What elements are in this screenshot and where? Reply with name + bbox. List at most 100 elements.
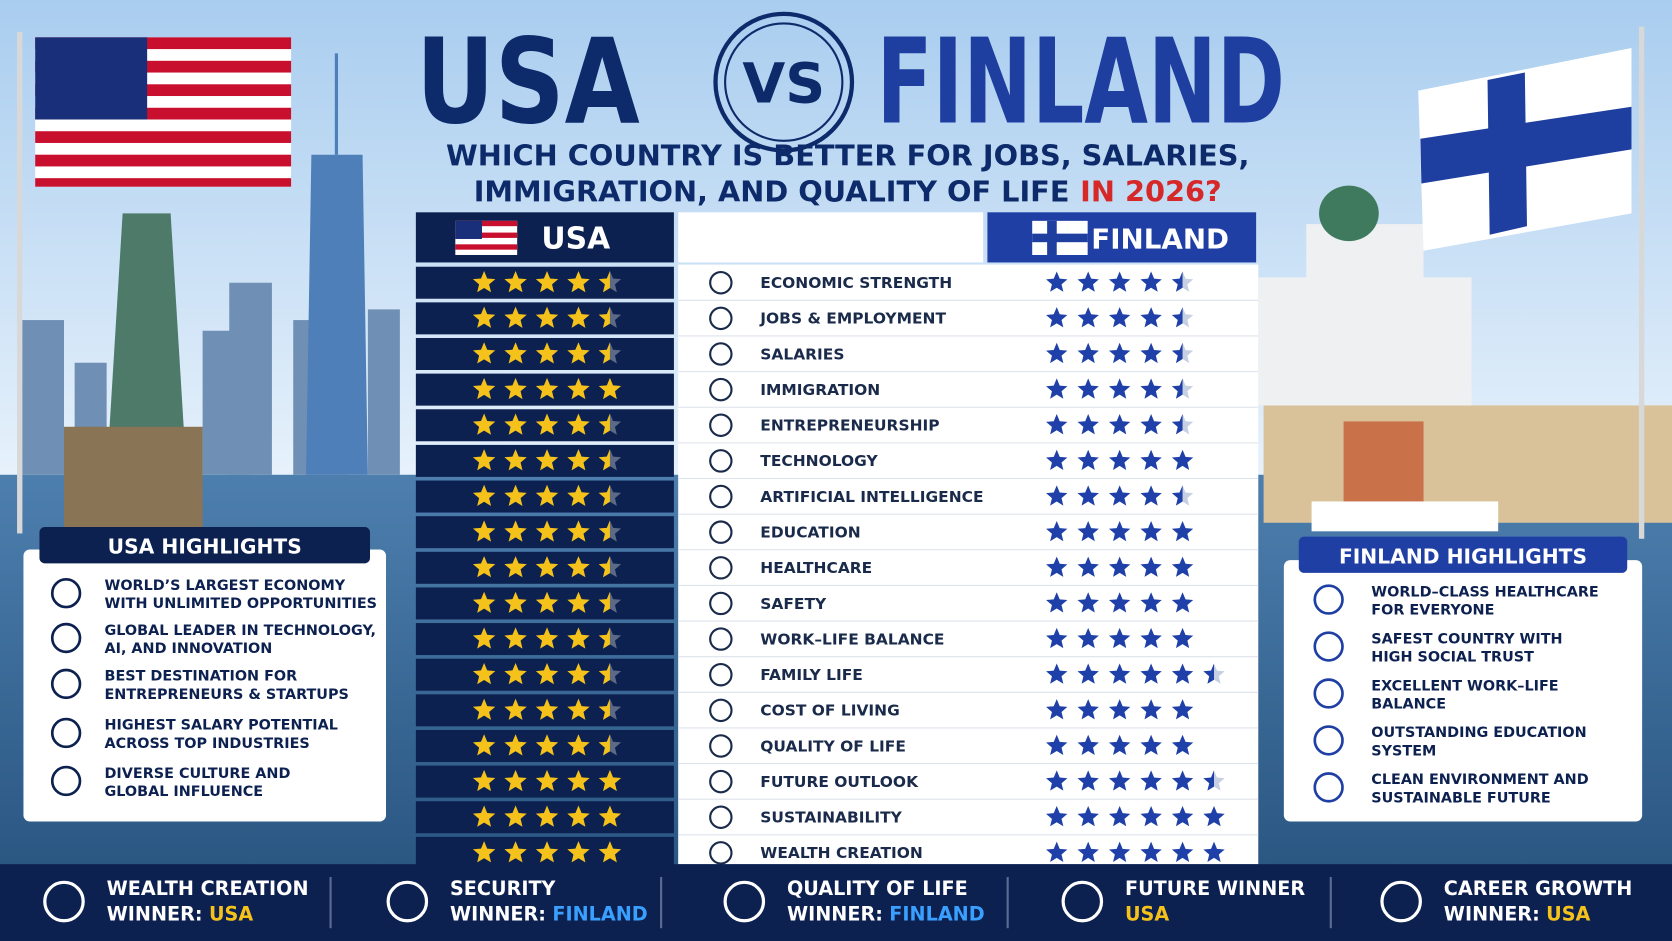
winner-name: USA — [1125, 903, 1169, 926]
star — [504, 413, 527, 435]
star-rating — [472, 520, 622, 542]
star — [1046, 556, 1068, 577]
winner-label: QUALITY OF LIFE — [787, 877, 968, 900]
panel-title: FINLAND HIGHLIGHTS — [1339, 544, 1587, 568]
highlight-text: SUSTAINABLE FUTURE — [1371, 790, 1550, 806]
star — [567, 377, 590, 400]
star — [1077, 592, 1099, 613]
star-rating — [1046, 592, 1194, 613]
star — [1108, 520, 1131, 542]
star — [472, 591, 496, 613]
star — [1108, 592, 1131, 613]
star — [472, 413, 496, 435]
star — [1171, 449, 1194, 470]
star — [1077, 378, 1099, 399]
highlight-icon — [1313, 725, 1344, 756]
star — [1140, 770, 1162, 791]
star — [1108, 841, 1131, 862]
star — [1108, 770, 1131, 791]
star-rating — [1046, 414, 1194, 435]
category-icon — [709, 556, 733, 580]
star — [472, 662, 496, 685]
subtitle-highlight: IN 2026? — [1080, 175, 1222, 209]
star — [1171, 841, 1194, 862]
star-rating — [1046, 342, 1194, 364]
mini-finland-flag — [1032, 220, 1088, 255]
star — [1046, 271, 1068, 292]
category-icon — [709, 484, 733, 509]
star-rating — [472, 805, 622, 827]
category-icon — [709, 769, 733, 794]
category-icon — [709, 306, 733, 331]
star — [504, 841, 527, 863]
star — [1077, 485, 1099, 506]
star — [1171, 556, 1194, 577]
finland-column-title: FINLAND — [1091, 223, 1229, 256]
star-half — [598, 662, 610, 685]
star — [1108, 806, 1131, 827]
star — [1171, 699, 1194, 720]
highlight-icon — [50, 765, 82, 797]
highlight-text: BALANCE — [1371, 696, 1446, 712]
star — [1140, 307, 1162, 328]
category-label: WORK–LIFE BALANCE — [760, 630, 944, 648]
star — [1108, 485, 1131, 506]
winner-prefix: WINNER: — [107, 903, 203, 926]
star — [1046, 627, 1068, 649]
star — [1171, 663, 1194, 684]
highlight-icon — [1313, 772, 1344, 803]
category-label: SALARIES — [760, 345, 844, 363]
highlight-icon — [1313, 631, 1344, 662]
highlight-text: HIGH SOCIAL TRUST — [1371, 649, 1534, 665]
winner-prefix: WINNER: — [787, 903, 883, 926]
highlight-text: WITH UNLIMITED OPPORTUNITIES — [105, 596, 378, 612]
winner-label: SECURITY — [450, 877, 557, 900]
star — [535, 627, 559, 649]
star-rating — [472, 662, 622, 685]
highlight-icon — [50, 717, 82, 749]
star — [1046, 592, 1068, 613]
winner-name: FINLAND — [889, 903, 984, 926]
star-rating — [1046, 271, 1194, 292]
star — [504, 698, 527, 720]
star — [535, 734, 559, 756]
star-half — [598, 520, 610, 542]
star — [1140, 841, 1162, 862]
star — [1077, 342, 1099, 364]
star — [567, 841, 590, 863]
star — [1171, 806, 1194, 827]
star — [1140, 734, 1162, 756]
star — [472, 627, 496, 649]
star — [1046, 485, 1068, 506]
star-rating — [1046, 378, 1194, 399]
star-rating — [472, 306, 622, 328]
star — [567, 769, 590, 792]
star-half — [598, 413, 610, 435]
category-icon — [709, 377, 733, 402]
star — [504, 449, 527, 471]
winner-icon — [386, 880, 429, 923]
star-rating — [472, 413, 622, 435]
star — [504, 520, 527, 542]
star — [1108, 449, 1131, 470]
star-rating — [1046, 663, 1225, 684]
title-finland: FINLAND — [877, 14, 1285, 151]
star — [1140, 556, 1162, 577]
right-skyline — [1258, 185, 1672, 532]
category-icon — [709, 805, 733, 829]
highlight-icon — [1313, 678, 1344, 709]
category-label: SAFETY — [760, 595, 827, 613]
star — [1046, 663, 1068, 684]
highlight-text: SAFEST COUNTRY WITH — [1371, 631, 1562, 647]
highlight-text: ENTREPRENEURS & STARTUPS — [105, 687, 349, 703]
star — [535, 591, 559, 613]
star — [504, 484, 527, 507]
star-half — [1171, 378, 1183, 399]
star-rating — [1046, 699, 1194, 720]
star — [1046, 307, 1068, 328]
star — [567, 591, 590, 613]
star — [1108, 699, 1131, 720]
category-label: WEALTH CREATION — [760, 844, 923, 862]
star — [535, 270, 559, 293]
star — [1140, 342, 1162, 364]
